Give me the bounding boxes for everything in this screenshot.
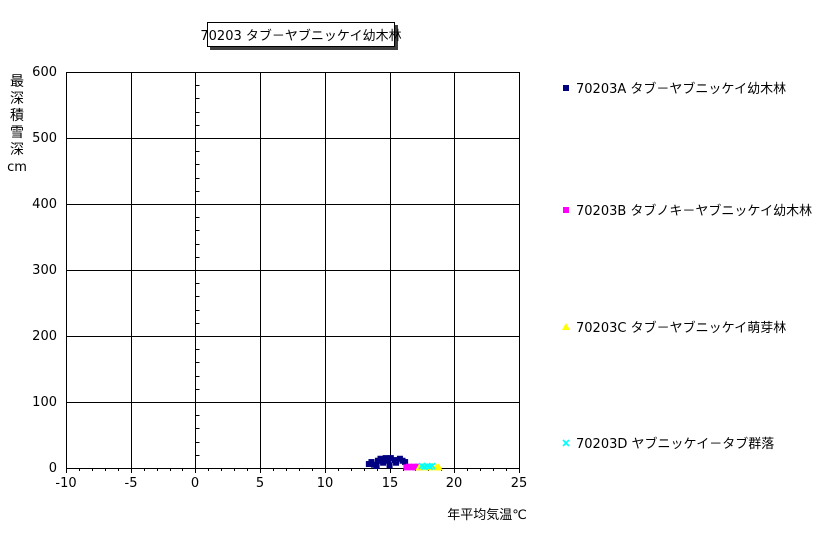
x-tick-label: 10 xyxy=(316,476,334,491)
legend-square-icon xyxy=(563,206,569,213)
y-axis-title-char: 積 xyxy=(10,108,24,124)
legend-x-icon xyxy=(562,438,570,447)
x-tick-label: -5 xyxy=(124,476,138,491)
x-tick-label: 15 xyxy=(381,476,399,491)
legend: 70203A タブ－ヤブニッケイ幼木林 70203B タブノキ－ヤブニッケイ幼木林… xyxy=(562,0,816,534)
series-0-marker xyxy=(387,455,394,462)
y-axis-title-char: 深 xyxy=(10,142,24,158)
legend-label: 70203B タブノキ－ヤブニッケイ幼木林 xyxy=(576,204,813,219)
series-0-marker xyxy=(373,463,380,470)
y-axis-title-char: 最 xyxy=(10,74,24,90)
legend-item-1: 70203B タブノキ－ヤブニッケイ幼木林 xyxy=(562,200,812,219)
legend-label: 70203C タブ－ヤブニッケイ萌芽林 xyxy=(576,321,787,336)
series-3-marker xyxy=(428,462,436,470)
y-tick-label: 200 xyxy=(32,329,57,344)
y-tick-label: 100 xyxy=(32,395,57,410)
series-0-marker xyxy=(377,455,384,462)
y-tick-label: 400 xyxy=(32,197,57,212)
chart-title: 70203 タブ－ヤブニッケイ幼木林 xyxy=(200,29,402,44)
y-axis-title: 最深積雪深 cm xyxy=(7,74,27,176)
x-tick-label: 25 xyxy=(510,476,528,491)
x-tick-label: 5 xyxy=(255,476,265,491)
legend-square-icon xyxy=(563,84,569,91)
series-0-marker xyxy=(402,459,409,466)
x-tick-label: 0 xyxy=(190,476,200,491)
legend-item-0: 70203A タブ－ヤブニッケイ幼木林 xyxy=(562,78,786,97)
series-0-marker xyxy=(393,459,400,466)
x-axis-title: 年平均気温℃ xyxy=(447,508,527,523)
chart-title-box: 70203 タブ－ヤブニッケイ幼木林 xyxy=(200,22,402,47)
series-0-marker xyxy=(380,459,387,466)
series-0-marker xyxy=(386,462,393,469)
legend-label: 70203D ヤブニッケイ－タブ群落 xyxy=(576,437,775,452)
y-tick-label: 300 xyxy=(32,263,57,278)
legend-label: 70203A タブ－ヤブニッケイ幼木林 xyxy=(576,82,787,97)
x-tick-label: 20 xyxy=(445,476,463,491)
y-tick-label: 600 xyxy=(32,65,57,80)
y-axis-unit: cm xyxy=(7,160,27,175)
x-tick-label: -10 xyxy=(55,476,77,491)
legend-item-2: 70203C タブ－ヤブニッケイ萌芽林 xyxy=(562,317,786,336)
legend-item-3: 70203D ヤブニッケイ－タブ群落 xyxy=(562,433,774,452)
legend-triangle-icon xyxy=(562,322,570,330)
y-tick-label: 500 xyxy=(32,131,57,146)
y-axis-title-char: 深 xyxy=(10,91,24,107)
y-tick-label: 0 xyxy=(48,461,57,476)
y-axis-title-char: 雪 xyxy=(10,125,24,141)
series-2-marker xyxy=(434,463,443,471)
